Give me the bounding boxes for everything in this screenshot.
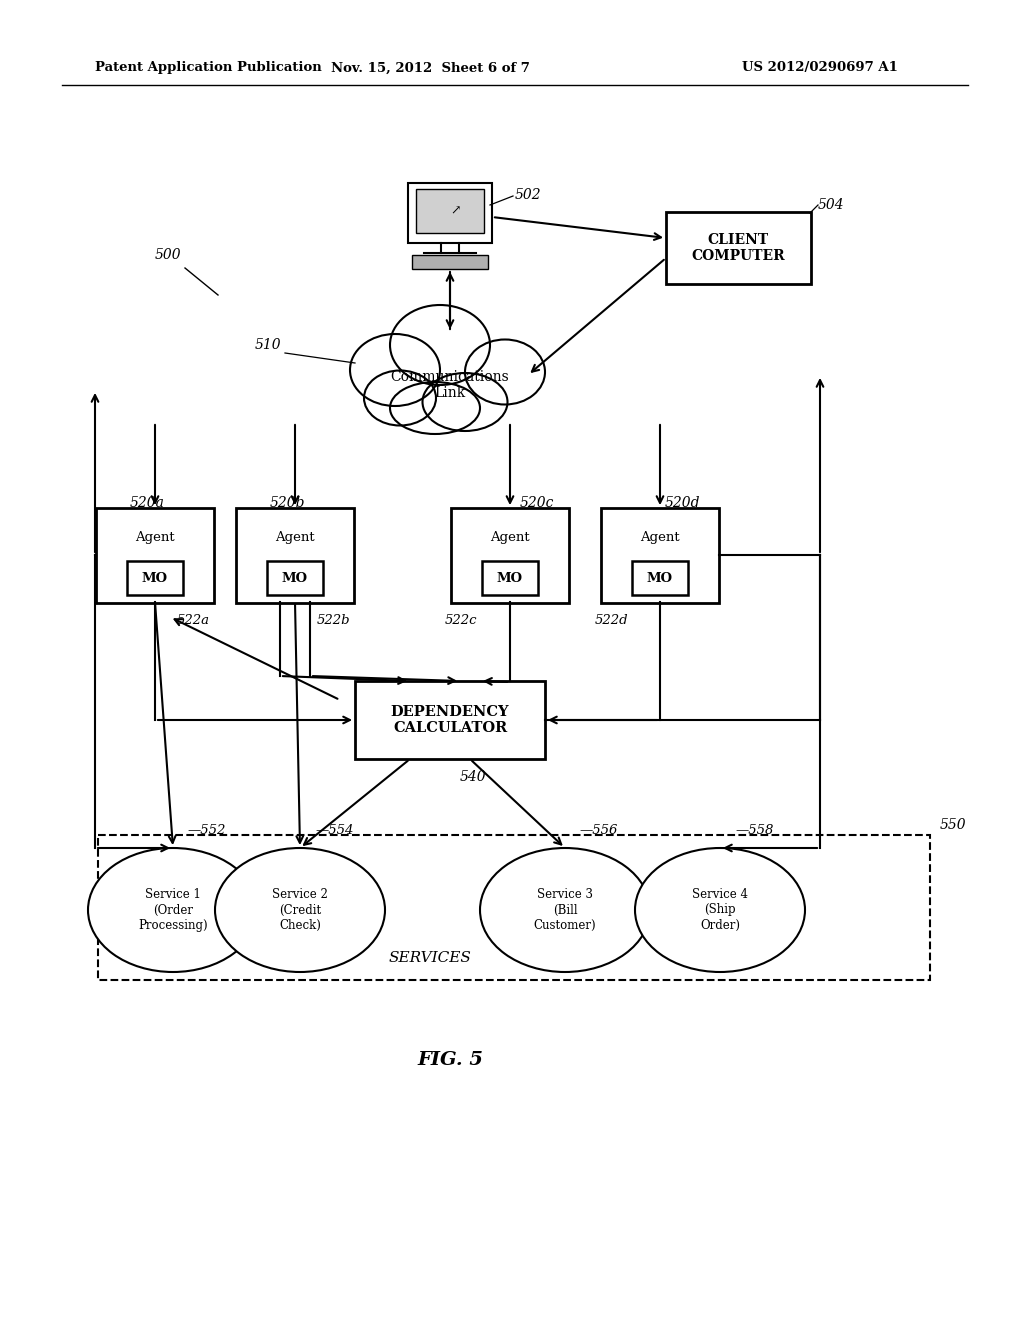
- Text: Service 3
(Bill
Customer): Service 3 (Bill Customer): [534, 888, 596, 932]
- Ellipse shape: [364, 371, 436, 425]
- Bar: [267, 561, 323, 595]
- Ellipse shape: [390, 305, 490, 385]
- Text: 522c: 522c: [445, 614, 477, 627]
- Bar: [236, 508, 354, 603]
- Text: Patent Application Publication: Patent Application Publication: [95, 62, 322, 74]
- Text: ↗: ↗: [451, 205, 461, 218]
- Bar: [412, 255, 488, 269]
- Text: US 2012/0290697 A1: US 2012/0290697 A1: [742, 62, 898, 74]
- Text: —554: —554: [315, 824, 353, 837]
- Text: CLIENT
COMPUTER: CLIENT COMPUTER: [691, 232, 784, 263]
- Text: —552: —552: [188, 824, 226, 837]
- Text: 502: 502: [515, 187, 542, 202]
- Text: 550: 550: [940, 818, 967, 832]
- Bar: [355, 681, 545, 759]
- Text: 510: 510: [255, 338, 282, 352]
- Ellipse shape: [465, 339, 545, 404]
- Text: Agent: Agent: [135, 531, 175, 544]
- Bar: [666, 213, 811, 284]
- Ellipse shape: [480, 847, 650, 972]
- Text: 520d: 520d: [665, 496, 700, 510]
- Ellipse shape: [350, 334, 440, 407]
- Text: MO: MO: [142, 572, 168, 585]
- Text: DEPENDENCY
CALCULATOR: DEPENDENCY CALCULATOR: [391, 705, 509, 735]
- Ellipse shape: [635, 847, 805, 972]
- Ellipse shape: [423, 374, 508, 432]
- Text: Service 1
(Order
Processing): Service 1 (Order Processing): [138, 888, 208, 932]
- Text: —558: —558: [735, 824, 773, 837]
- Text: 520a: 520a: [130, 496, 165, 510]
- Text: Service 4
(Ship
Order): Service 4 (Ship Order): [692, 888, 748, 932]
- Text: —556: —556: [580, 824, 618, 837]
- Ellipse shape: [215, 847, 385, 972]
- Bar: [127, 561, 183, 595]
- Ellipse shape: [88, 847, 258, 972]
- Text: Agent: Agent: [640, 531, 680, 544]
- Text: 520b: 520b: [270, 496, 305, 510]
- Text: 500: 500: [155, 248, 181, 261]
- Text: Agent: Agent: [275, 531, 314, 544]
- Text: 522a: 522a: [177, 614, 210, 627]
- Text: 540: 540: [460, 770, 486, 784]
- Text: Agent: Agent: [490, 531, 529, 544]
- Text: 520c: 520c: [520, 496, 554, 510]
- Text: Communications
Link: Communications Link: [390, 370, 509, 400]
- Text: FIG. 5: FIG. 5: [417, 1051, 483, 1069]
- Bar: [416, 189, 484, 234]
- Bar: [482, 561, 538, 595]
- Bar: [632, 561, 688, 595]
- Bar: [601, 508, 719, 603]
- Text: MO: MO: [497, 572, 523, 585]
- Text: 522b: 522b: [317, 614, 350, 627]
- Text: 504: 504: [818, 198, 845, 213]
- Text: 522d: 522d: [595, 614, 629, 627]
- Text: MO: MO: [282, 572, 308, 585]
- Bar: [451, 508, 569, 603]
- Ellipse shape: [390, 381, 480, 434]
- Bar: [98, 836, 930, 979]
- Bar: [96, 508, 214, 603]
- Bar: [408, 183, 492, 243]
- Text: MO: MO: [647, 572, 673, 585]
- Text: Nov. 15, 2012  Sheet 6 of 7: Nov. 15, 2012 Sheet 6 of 7: [331, 62, 529, 74]
- Text: SERVICES: SERVICES: [388, 950, 471, 965]
- Text: Service 2
(Credit
Check): Service 2 (Credit Check): [272, 888, 328, 932]
